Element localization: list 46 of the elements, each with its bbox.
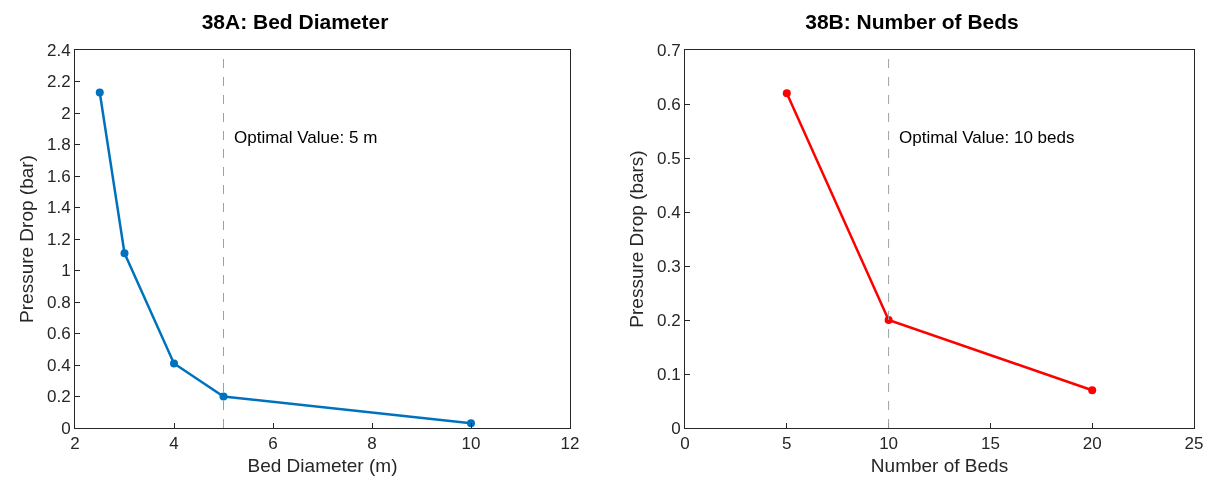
y-axis-title: Pressure Drop (bars) <box>625 150 647 328</box>
y-tick-label: 0 <box>61 418 71 438</box>
x-axis-title: Bed Diameter (m) <box>247 455 398 477</box>
point <box>219 392 228 401</box>
y-tick-label: 0.2 <box>46 387 71 407</box>
x-axis-title: Number of Beds <box>870 455 1009 477</box>
y-tick-label: 1 <box>61 261 71 281</box>
y-tick-label: 0 <box>671 418 681 438</box>
point <box>884 316 893 324</box>
y-tick-label: 0.6 <box>46 324 71 344</box>
y-tick-label: 0.3 <box>656 256 681 276</box>
point <box>120 249 129 258</box>
y-tick-label: 0.8 <box>46 292 71 312</box>
y-tick-label: 1.4 <box>46 198 71 218</box>
y-tick-label: 2.2 <box>46 72 71 92</box>
y-tick-label: 1.8 <box>46 135 71 155</box>
x-tick-label: 8 <box>367 434 377 454</box>
chart-title: 38B: Number of Beds <box>805 10 1019 34</box>
ref-line-label: Optimal Value: 10 beds <box>899 128 1075 147</box>
y-tick-label: 2.4 <box>46 40 71 60</box>
y-tick-label: 0.4 <box>656 202 681 222</box>
point <box>95 88 104 97</box>
y-tick-label: 0.4 <box>46 355 71 375</box>
x-tick-label: 6 <box>268 434 278 454</box>
x-tick-label: 25 <box>1184 434 1204 454</box>
y-axis-title: Pressure Drop (bar) <box>15 155 37 323</box>
x-tick-label: 12 <box>560 434 580 454</box>
point <box>1088 386 1097 395</box>
x-tick-label: 10 <box>461 434 481 454</box>
chart-title: 38A: Bed Diameter <box>201 10 389 34</box>
x-tick-label: 5 <box>782 434 792 454</box>
ref-line-label: Optimal Value: 5 m <box>234 128 378 147</box>
x-tick-label: 20 <box>1082 434 1102 454</box>
x-tick-label: 10 <box>879 434 899 454</box>
y-tick-label: 1.2 <box>46 229 71 249</box>
point <box>170 359 178 368</box>
x-tick-label: 4 <box>169 434 179 454</box>
point <box>782 89 791 98</box>
y-tick-label: 0.6 <box>656 94 681 114</box>
y-tick-label: 0.1 <box>656 364 681 384</box>
x-tick-label: 15 <box>980 434 1000 454</box>
y-tick-label: 2 <box>61 103 71 123</box>
y-tick-label: 0.2 <box>656 310 681 330</box>
y-tick-label: 0.7 <box>656 40 681 60</box>
y-tick-label: 1.6 <box>46 166 71 186</box>
y-tick-label: 0.5 <box>656 148 681 168</box>
